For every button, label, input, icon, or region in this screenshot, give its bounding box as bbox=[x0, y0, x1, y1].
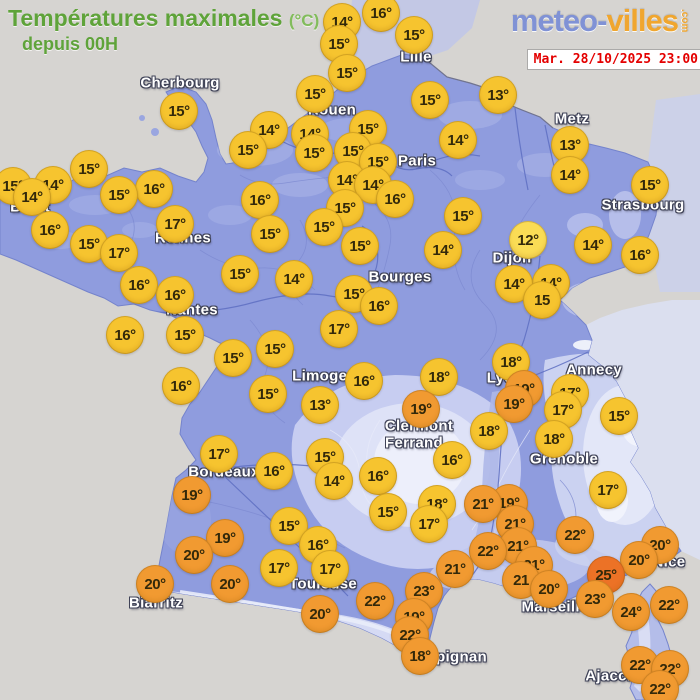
germany-land bbox=[648, 94, 700, 292]
meteo-villes-logo[interactable]: meteo-villes.com bbox=[511, 3, 690, 39]
channel-island bbox=[151, 128, 159, 136]
logo-villes-part: villes bbox=[606, 3, 679, 38]
datestamp: Mar. 28/10/2025 23:00 bbox=[527, 50, 700, 69]
channel-island bbox=[139, 115, 145, 121]
italy-swiss-land bbox=[586, 300, 700, 560]
title-text: Températures maximales bbox=[8, 5, 283, 31]
logo-com-suffix: .com bbox=[679, 9, 690, 33]
logo-meteo-part: meteo- bbox=[510, 3, 608, 38]
page-subtitle: depuis 00H bbox=[22, 34, 119, 55]
page-title: Températures maximales (°C) bbox=[8, 5, 319, 31]
map-header: Températures maximales (°C) depuis 00H bbox=[8, 5, 319, 55]
title-unit: (°C) bbox=[288, 11, 320, 30]
